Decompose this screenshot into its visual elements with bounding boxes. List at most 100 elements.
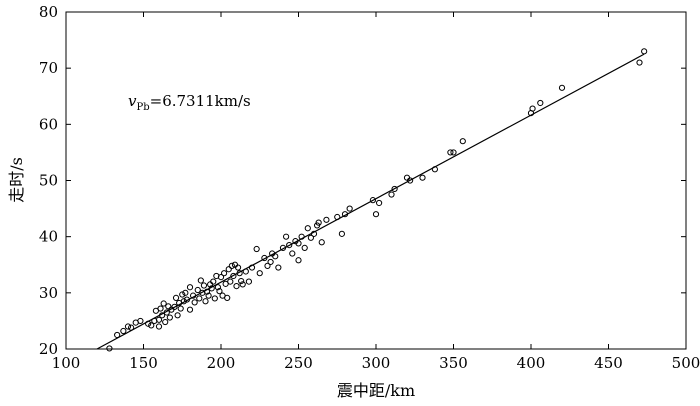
data-point-84	[304, 225, 311, 232]
x-tick-label: 250	[284, 354, 313, 372]
y-tick-label: 20	[39, 340, 58, 358]
data-point-34	[194, 286, 201, 294]
data-point-39	[202, 298, 209, 305]
data-point-90	[323, 216, 330, 223]
data-point-62	[238, 277, 245, 285]
data-point-2	[120, 327, 127, 335]
data-point-105	[450, 149, 457, 156]
data-point-97	[376, 199, 383, 207]
data-point-30	[186, 306, 194, 313]
data-point-76	[283, 233, 290, 240]
data-point-48	[216, 288, 223, 295]
data-point-6	[137, 317, 144, 325]
data-point-96	[372, 211, 380, 218]
data-point-41	[205, 292, 212, 299]
data-point-112	[641, 48, 648, 55]
y-tick-label: 80	[39, 3, 58, 21]
y-tick-label: 30	[39, 284, 58, 302]
data-point-12	[155, 316, 163, 323]
data-point-13	[157, 305, 164, 312]
data-point-88	[315, 219, 322, 226]
data-point-73	[272, 253, 279, 260]
data-point-59	[233, 282, 240, 290]
data-point-94	[346, 205, 353, 212]
data-point-23	[174, 312, 181, 319]
velocity-symbol: v	[128, 92, 137, 110]
data-point-18	[165, 303, 172, 310]
data-point-108	[529, 105, 536, 112]
x-tick-label: 150	[129, 354, 158, 372]
data-point-92	[338, 230, 345, 237]
data-point-78	[289, 250, 296, 257]
data-point-25	[177, 305, 184, 312]
data-point-55	[227, 278, 234, 285]
data-point-54	[225, 266, 232, 273]
data-point-28	[182, 289, 189, 296]
x-tick-label: 400	[517, 354, 546, 372]
axis-ticks	[65, 11, 687, 350]
velocity-subscript: Pb	[136, 102, 149, 113]
data-point-110	[558, 84, 566, 91]
data-point-60	[234, 264, 242, 271]
data-point-68	[256, 270, 263, 277]
y-tick-label: 40	[39, 228, 58, 246]
data-point-98	[388, 191, 395, 198]
data-point-0	[106, 345, 113, 352]
data-point-16	[162, 318, 169, 326]
y-tick-label: 60	[39, 115, 58, 133]
y-tick-label: 70	[39, 59, 58, 77]
data-point-65	[245, 278, 252, 285]
data-point-36	[197, 277, 204, 284]
data-point-47	[214, 284, 221, 291]
data-point-99	[391, 185, 398, 193]
data-point-45	[211, 295, 218, 302]
data-point-38	[200, 282, 208, 289]
data-point-35	[196, 295, 203, 302]
data-point-33	[191, 299, 198, 306]
data-point-21	[171, 303, 178, 310]
data-point-85	[307, 234, 314, 241]
data-point-89	[318, 239, 325, 246]
data-point-83	[301, 244, 308, 251]
data-point-3	[124, 323, 132, 330]
data-point-109	[537, 99, 544, 107]
x-tick-label: 450	[594, 354, 623, 372]
axis-tick-labels: 100 150 200 250 300 350 400 450 500 20 30 40 50 60 70 8…	[39, 3, 700, 372]
data-point-11	[155, 323, 163, 330]
data-point-111	[636, 59, 643, 66]
data-point-57	[230, 272, 237, 280]
data-point-8	[148, 322, 155, 329]
velocity-annotation: vPb=6.7311km/s	[128, 92, 251, 113]
data-point-56	[228, 262, 235, 269]
data-point-15	[160, 300, 167, 307]
data-point-51	[221, 270, 228, 277]
data-point-22	[172, 294, 180, 301]
data-point-67	[253, 245, 260, 253]
data-point-63	[239, 281, 246, 288]
data-point-31	[186, 284, 194, 291]
data-point-104	[447, 149, 454, 156]
data-point-77	[286, 241, 293, 249]
data-point-19	[166, 314, 173, 321]
data-point-71	[267, 258, 274, 266]
data-point-70	[264, 262, 271, 269]
y-tick-label: 50	[39, 172, 58, 190]
data-point-26	[179, 291, 186, 298]
fit-line	[96, 53, 645, 350]
data-point-102	[419, 174, 426, 181]
data-point-106	[459, 138, 466, 145]
data-point-81	[295, 257, 302, 264]
x-tick-label: 200	[207, 354, 236, 372]
data-point-74	[275, 264, 282, 271]
data-point-49	[217, 274, 225, 281]
data-point-101	[407, 177, 414, 184]
velocity-value: =6.7311km/s	[150, 92, 251, 110]
x-tick-label: 300	[362, 354, 391, 372]
y-axis-title: 走时/s	[7, 157, 26, 203]
data-point-44	[210, 278, 217, 285]
plot-frame	[65, 11, 687, 350]
data-point-53	[224, 294, 231, 301]
data-point-95	[369, 197, 376, 204]
x-axis-title: 震中距/km	[337, 381, 415, 400]
